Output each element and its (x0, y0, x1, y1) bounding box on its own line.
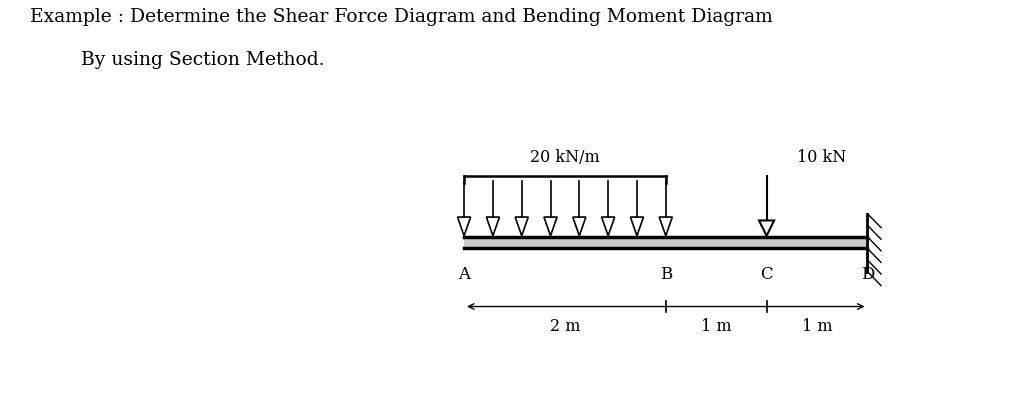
Text: 2 m: 2 m (549, 318, 580, 336)
Text: C: C (760, 266, 773, 284)
Text: A: A (458, 266, 470, 284)
Text: By using Section Method.: By using Section Method. (81, 51, 324, 69)
Text: 1 m: 1 m (701, 318, 732, 336)
Bar (464, 238, 867, 248)
Text: 10 kN: 10 kN (797, 149, 847, 166)
Text: D: D (861, 266, 874, 284)
Text: 1 m: 1 m (802, 318, 832, 336)
Text: B: B (660, 266, 672, 284)
Text: Example : Determine the Shear Force Diagram and Bending Moment Diagram: Example : Determine the Shear Force Diag… (31, 8, 773, 26)
Text: 20 kN/m: 20 kN/m (530, 149, 600, 166)
